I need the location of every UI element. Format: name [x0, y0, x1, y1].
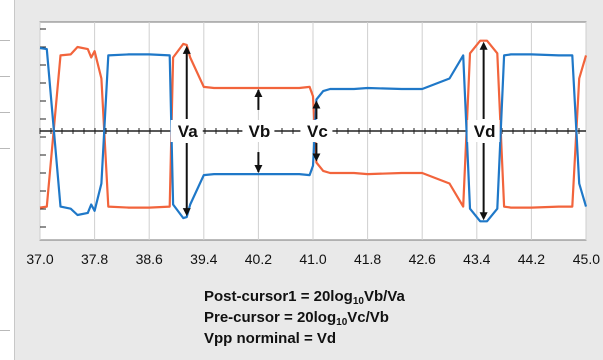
- formula-vpp: Vpp norminal = Vd: [204, 328, 594, 349]
- waveform-trace-blue: [39, 46, 588, 223]
- x-tick-label: 41.0: [299, 251, 326, 267]
- left-panel-strip: [0, 0, 15, 360]
- arrow-head-down: [479, 212, 488, 221]
- x-tick-label: 37.8: [81, 251, 108, 267]
- formula-text: Pre-cursor = 20log: [204, 309, 337, 326]
- measurement-arrows: Va Vb Vc Vd: [170, 41, 500, 221]
- arrow-head-up: [312, 100, 321, 109]
- waveform-traces: [39, 39, 588, 223]
- formula-block: Post-cursor1 = 20log10Vb/Va Pre-cursor =…: [204, 286, 594, 349]
- formula-subscript: 10: [336, 317, 348, 328]
- arrow-head-up: [254, 88, 263, 97]
- label-background: [467, 120, 500, 142]
- arrow-head-up: [479, 41, 488, 50]
- panel-divider: [0, 40, 10, 41]
- label-background: [170, 120, 203, 142]
- waveform-trace-red: [39, 39, 588, 209]
- eye-waveform-chart: Va Vb Vc Vd 37.0 37.8 38.6 39.4 40.2 41.0 41.8 42.…: [26, 21, 600, 267]
- x-tick-label: 37.0: [26, 251, 53, 267]
- x-tick-labels: 37.0 37.8 38.6 39.4 40.2 41.0 41.8 42.6 43.4 44.2…: [26, 251, 600, 267]
- panel-divider: [0, 148, 10, 149]
- x-tick-label: 44.2: [518, 251, 545, 267]
- formula-text: Post-cursor1 = 20log: [204, 288, 353, 305]
- x-tick-label: 40.2: [245, 251, 272, 267]
- formula-post-cursor: Post-cursor1 = 20log10Vb/Va: [204, 286, 594, 307]
- label-background: [242, 120, 275, 142]
- arrow-head-down: [254, 165, 263, 174]
- formula-text: Vc/Vb: [347, 309, 389, 326]
- x-tick-label: 41.8: [354, 251, 381, 267]
- x-tick-label: 42.6: [409, 251, 436, 267]
- panel-divider: [0, 112, 10, 113]
- measurement-label-vc: Vc: [307, 122, 328, 141]
- x-tick-label: 43.4: [463, 251, 490, 267]
- measurement-label-vd: Vd: [474, 122, 496, 141]
- arrow-head-down: [182, 208, 191, 217]
- label-background: [300, 120, 333, 142]
- arrow-head-down: [312, 153, 321, 162]
- formula-pre-cursor: Pre-cursor = 20log10Vc/Vb: [204, 307, 594, 328]
- x-tick-label: 38.6: [136, 251, 163, 267]
- measurement-label-va: Va: [178, 122, 198, 141]
- formula-text: Vpp norminal = Vd: [204, 330, 337, 347]
- formula-text: Vb/Va: [363, 288, 405, 305]
- measurement-label-vb: Vb: [249, 122, 271, 141]
- arrow-head-up: [182, 45, 191, 54]
- x-tick-label: 45.0: [573, 251, 600, 267]
- panel-divider: [0, 76, 10, 77]
- panel-divider: [0, 330, 10, 331]
- x-tick-label: 39.4: [190, 251, 217, 267]
- formula-subscript: 10: [352, 296, 364, 307]
